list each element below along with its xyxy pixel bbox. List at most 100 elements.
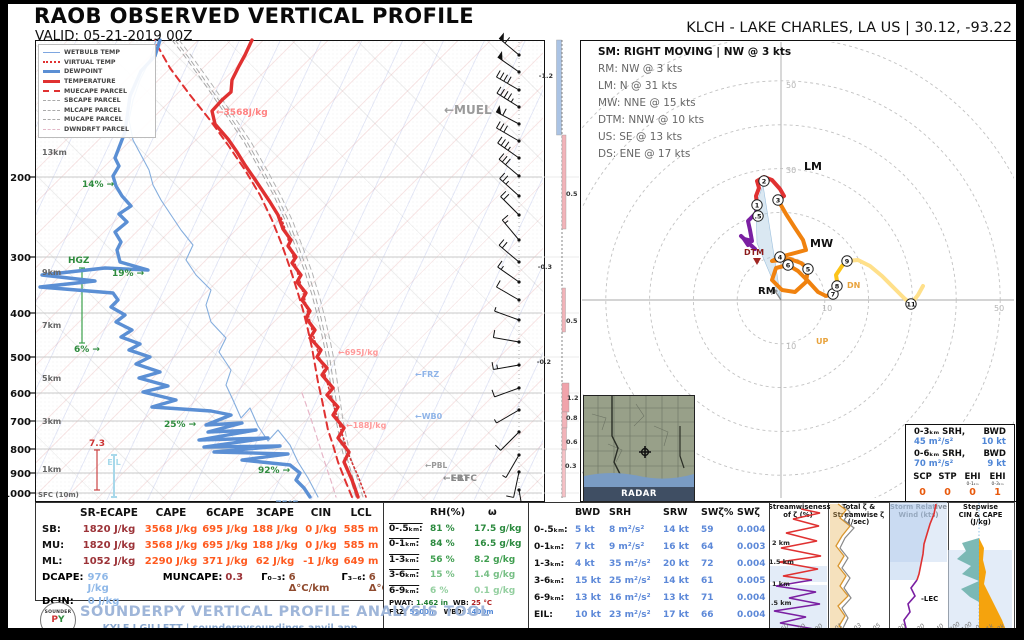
lapse-0-3-label: Γ₀₋₃:	[261, 572, 286, 583]
table-cell: 71	[701, 593, 714, 603]
table-cell: 7 kt	[575, 542, 595, 552]
legend-swatch	[43, 109, 60, 111]
table-cell: 16.5 g/kg	[474, 539, 522, 549]
skewt-annotation: 200	[10, 173, 31, 184]
wb-value: 25 °C	[471, 598, 493, 607]
kin-header: SWζ	[737, 507, 760, 518]
skewt-annotation: 800	[10, 445, 31, 456]
table-cell: 0.004	[737, 559, 766, 569]
legend-item: VIRTUAL TEMP	[43, 58, 151, 68]
legend-item: MUCAPE PARCEL	[43, 115, 151, 125]
legend-swatch	[43, 52, 60, 54]
table-cell: 695 J/kg	[202, 540, 248, 551]
table-cell: 9 m²/s²	[609, 542, 645, 552]
skewt-annotation: 400	[10, 309, 31, 320]
storm-motion-info: SM: RIGHT MOVING | NW @ 3 kts RM: NW @ 3 …	[598, 44, 791, 163]
pwat-value: 1.462 in	[416, 598, 449, 607]
credit-line: KYLE J GILLETT | sounderpysoundings.anvi…	[102, 623, 358, 634]
table-cell: 81 %	[430, 523, 455, 534]
omega-bar	[561, 449, 566, 498]
omega-value: 0.3	[565, 462, 577, 470]
legend-swatch	[43, 100, 60, 102]
table-cell: 16 kt	[663, 542, 689, 552]
legend-item: SBCAPE PARCEL	[43, 96, 151, 106]
kin-header: SRW	[663, 507, 688, 518]
index-column: EHI 0-3ₖₘ 1	[989, 472, 1006, 498]
table-cell: 15 %	[430, 570, 455, 580]
valid-time: VALID: 05-21-2019 00Z	[35, 28, 193, 44]
table-cell: 56 %	[430, 554, 455, 565]
radar-unavailable-label: RADAR UNAVAILABLE	[584, 487, 694, 501]
legend-swatch	[43, 90, 60, 93]
table-cell: 6 %	[430, 585, 449, 596]
table-cell: 0.004	[737, 610, 766, 620]
table-cell: 35 m²/s²	[609, 559, 651, 569]
skewt-annotation: 500	[10, 353, 31, 364]
storm-motion-line: US: SE @ 13 kts	[598, 131, 683, 143]
station-title: KLCH - LAKE CHARLES, LA US | 30.12, -93.…	[686, 20, 1012, 36]
thermo-header: SR-ECAPE	[80, 507, 138, 519]
frz-value: 5100m	[409, 607, 437, 616]
dcin-value: 0 J/kg	[87, 596, 120, 607]
legend-item: WETBULB TEMP	[43, 48, 151, 58]
moisture-table: RH(%) ω 0-.5ₖₘ: 81 % 17.5 g/kg 0-1ₖₘ: 84 % 16.…	[383, 502, 530, 635]
kin-header: BWD	[575, 507, 601, 518]
index-column: EHI 0-1ₖₘ 0	[964, 472, 981, 498]
legend-swatch	[43, 119, 60, 121]
table-cell: 5 kt	[575, 525, 595, 535]
srh-0-3-label: 0-3ₖₘ SRH,	[914, 427, 966, 437]
omega-value: 0.6	[566, 438, 578, 446]
table-row: 0-.5ₖₘ: 81 % 17.5 g/kg	[384, 524, 529, 534]
table-row: EIL: 10 kt 23 m²/s² 17 kt 66 0.004	[529, 610, 769, 620]
index-column: STP 0	[938, 472, 957, 498]
dcin-label: DCIN:	[42, 596, 74, 607]
srh-0-3-value: 45 m²/s²	[914, 437, 954, 447]
table-cell: 14 kt	[663, 525, 689, 535]
skewt-legend: WETBULB TEMP VIRTUAL TEMP DEWPOINT TEMPERAT…	[38, 44, 156, 139]
table-row: 0-1ₖₘ: 7 kt 9 m²/s² 16 kt 64 0.003	[529, 542, 769, 552]
storm-motion-line: MW: NNE @ 15 kts	[598, 97, 696, 109]
table-cell: 188 J/kg	[252, 540, 298, 551]
table-cell: 0.1 g/kg	[474, 585, 516, 596]
thermo-header: 3CAPE	[255, 507, 294, 519]
table-cell: 15 kt	[575, 576, 601, 586]
table-cell: 14 kt	[663, 576, 689, 586]
legend-swatch	[43, 61, 60, 64]
footer: SOUNDERPY VERTICAL PROFILE ANALYSIS TOOL…	[80, 604, 489, 634]
table-cell: 16 m²/s²	[609, 593, 651, 603]
table-row: 3-6ₖₘ: 15 % 1.4 g/kg	[384, 570, 529, 580]
table-cell: 10 kt	[575, 610, 601, 620]
kin-header: SWζ%	[701, 507, 734, 518]
omega-bar	[556, 39, 562, 136]
storm-relative-wind-panel	[889, 502, 950, 635]
omega-bar	[561, 134, 567, 230]
table-cell: 3568 J/kg	[144, 524, 198, 535]
table-row: 3-6ₖₘ: 15 kt 25 m²/s² 14 kt 61 0.005	[529, 576, 769, 586]
omega-bar	[561, 382, 570, 413]
omega-value: 0.5	[566, 190, 578, 198]
omega-bar	[561, 411, 568, 429]
storm-motion-line: RM: NW @ 3 kts	[598, 63, 683, 75]
table-cell: 1820 J/kg	[82, 540, 136, 551]
dcape-value: 976 J/kg	[87, 572, 109, 594]
table-cell: 17 kt	[663, 610, 689, 620]
table-cell: 3568 J/kg	[144, 540, 198, 551]
skewt-annotation: 600	[10, 389, 31, 400]
table-cell: 17.5 g/kg	[474, 523, 522, 534]
page-title: RAOB OBSERVED VERTICAL PROFILE	[34, 4, 475, 28]
legend-item: MLCAPE PARCEL	[43, 106, 151, 116]
table-row: 6-9ₖₘ: 13 kt 16 m²/s² 13 kt 71 0.004	[529, 593, 769, 603]
legend-item: MUECAPE PARCEL	[43, 86, 151, 96]
table-cell: 8 m²/s²	[609, 525, 645, 535]
omega-bar	[561, 427, 567, 451]
table-cell: 61	[701, 576, 714, 586]
table-cell: 188 J/kg	[252, 524, 298, 535]
table-cell: 25 m²/s²	[609, 576, 651, 586]
thermo-header: CIN	[310, 507, 332, 519]
index-column: SCP 0	[913, 472, 932, 498]
table-cell: 4 kt	[575, 559, 595, 569]
table-cell: 13 kt	[663, 593, 689, 603]
skewt-annotation: 700	[10, 417, 31, 428]
map-graphic	[584, 396, 694, 501]
skewt-annotation: 900	[10, 469, 31, 480]
